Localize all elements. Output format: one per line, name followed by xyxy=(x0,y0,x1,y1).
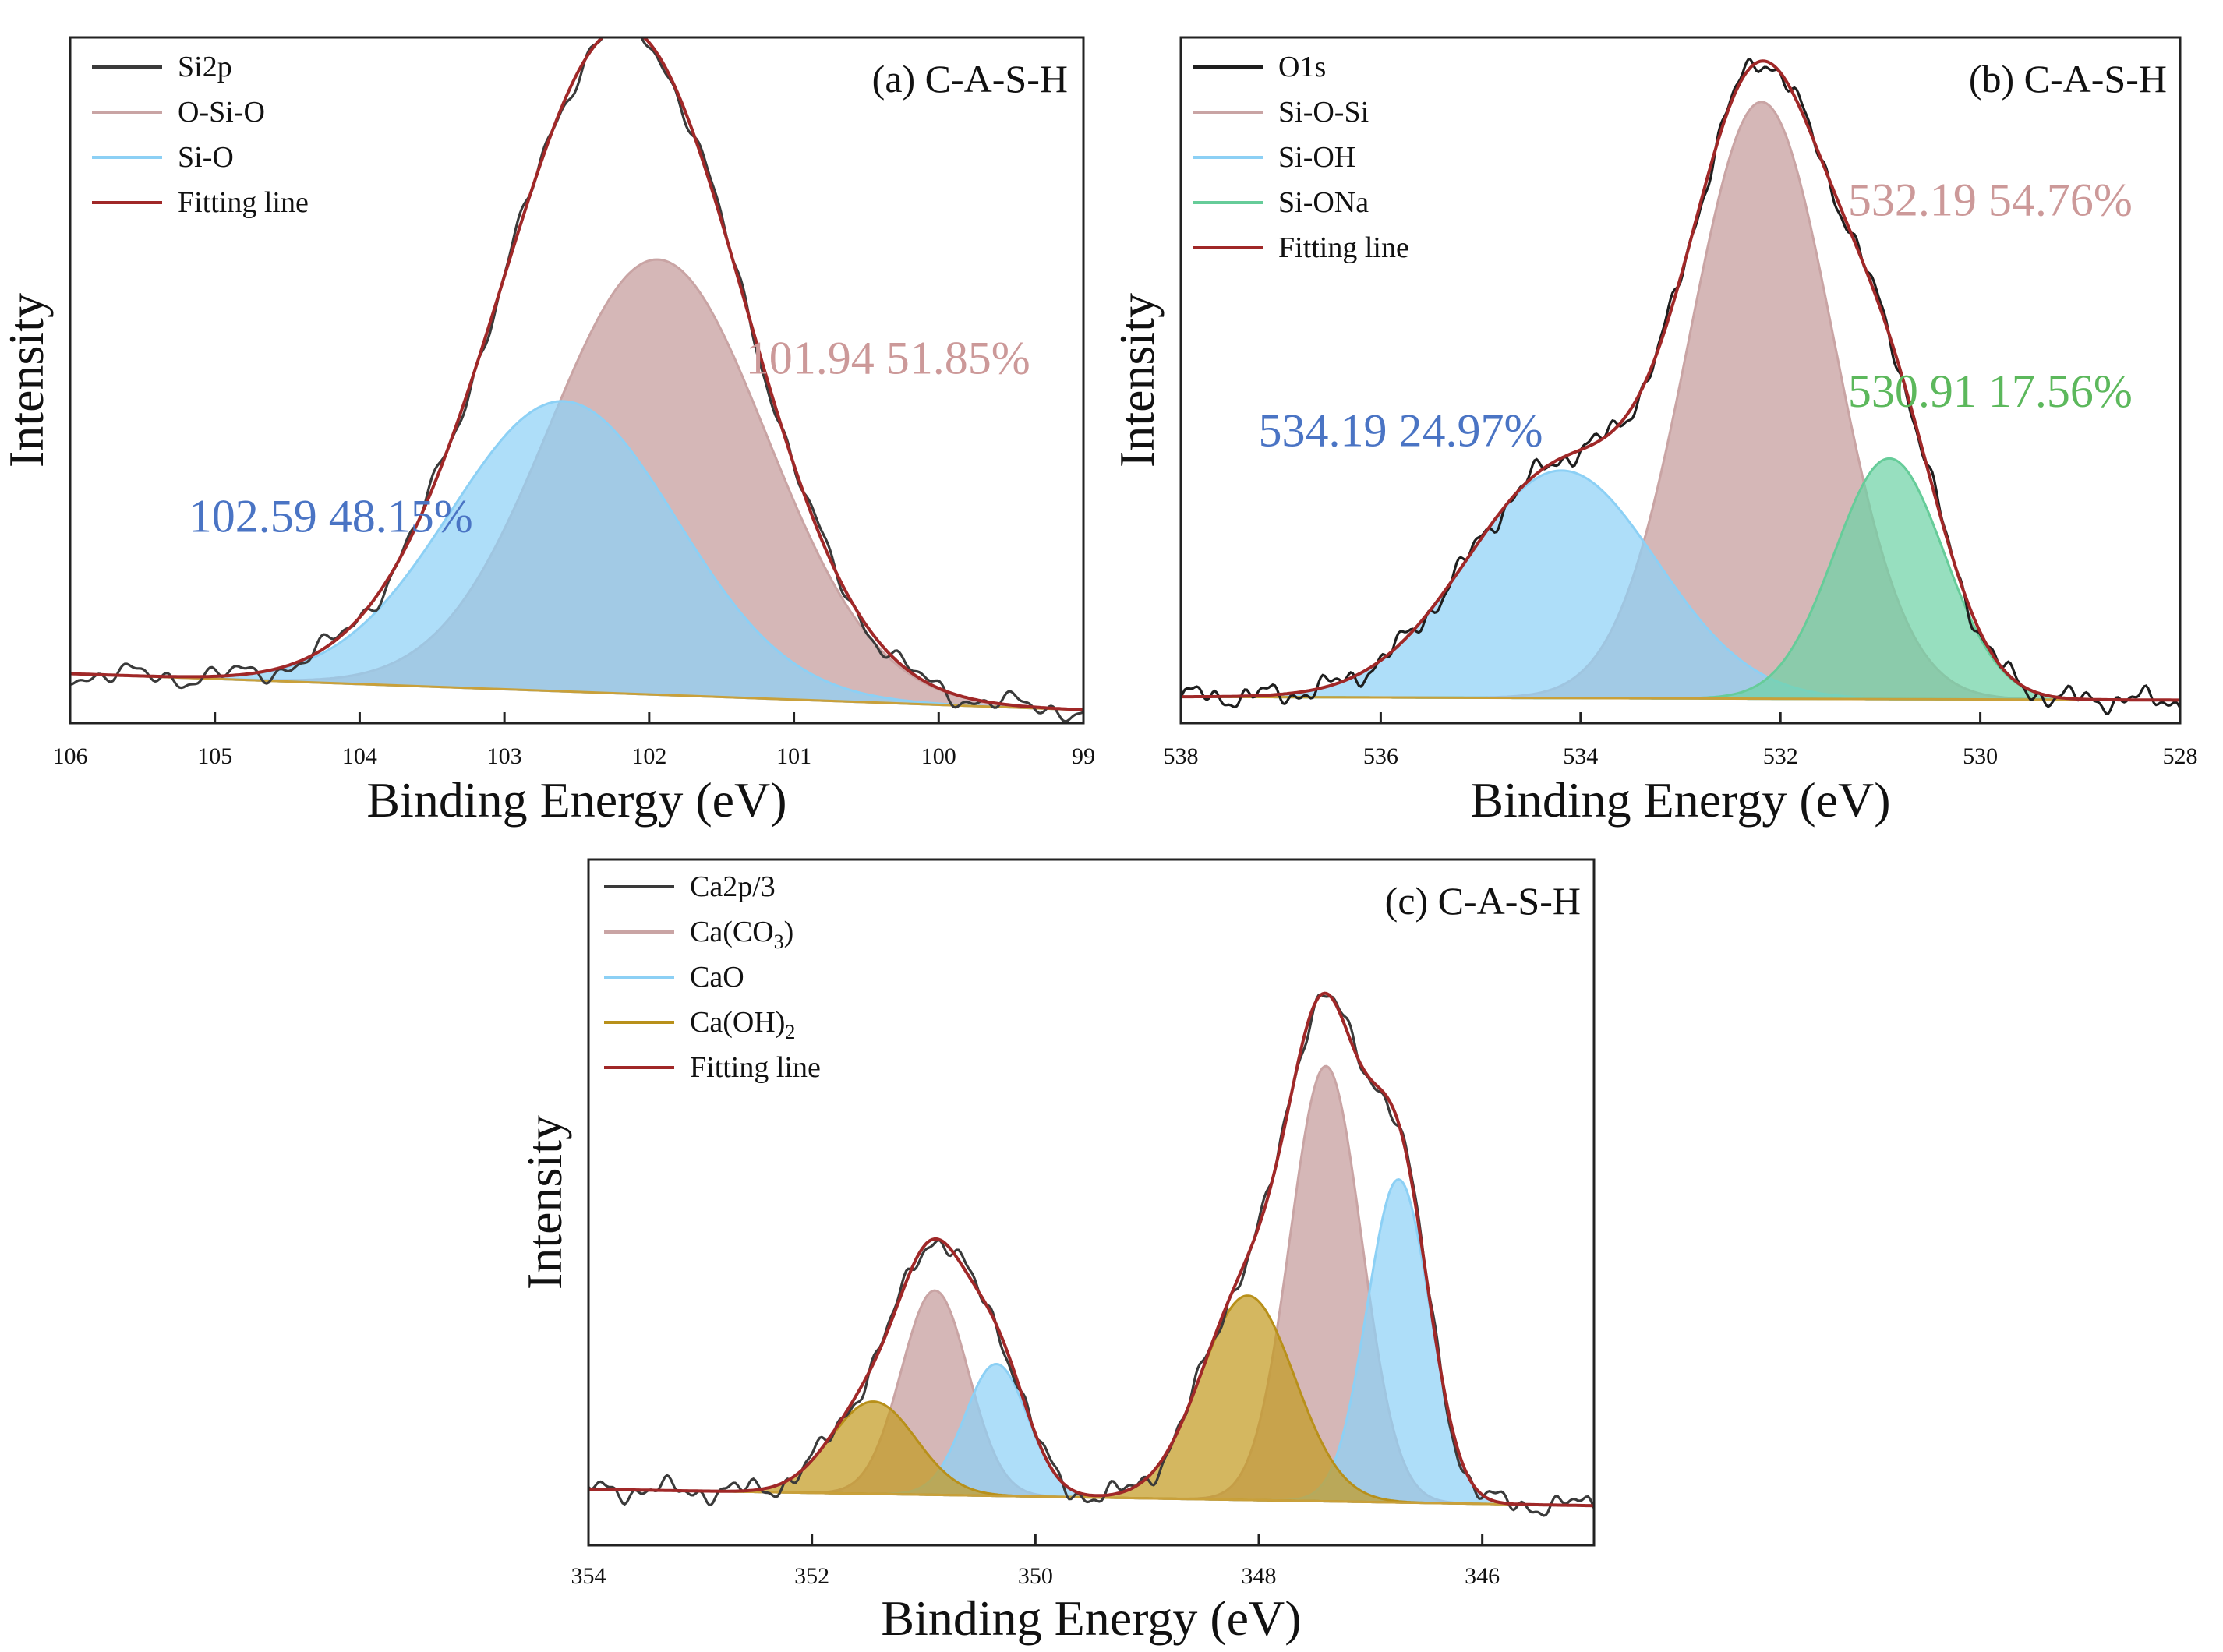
panel-title: (a) C-A-S-H xyxy=(872,57,1068,101)
fitting-line xyxy=(588,991,1594,1508)
x-axis-label: Binding Energy (eV) xyxy=(881,1590,1301,1646)
plot-area xyxy=(588,991,1594,1517)
fitting-line xyxy=(1181,59,2180,702)
plot-frame xyxy=(587,858,1596,1547)
legend: Ca2p/3 Ca(CO3) CaO Ca(OH)2 Fitting line xyxy=(604,870,821,1084)
y-axis-label: Intensity xyxy=(517,1115,572,1290)
x-tick-label: 536 xyxy=(1363,743,1398,769)
peak-annotation: 532.19 54.76% xyxy=(1848,174,2133,225)
legend-label-o-si-o: O-Si-O xyxy=(178,96,265,129)
x-tick-label: 538 xyxy=(1164,743,1199,769)
peak-annotation: 530.91 17.56% xyxy=(1848,365,2133,417)
fitting-line xyxy=(70,37,1083,711)
x-tick-label: 350 xyxy=(1018,1563,1053,1589)
x-tick-label: 103 xyxy=(487,743,522,769)
x-axis-label: Binding Energy (eV) xyxy=(366,772,786,828)
plot-frame xyxy=(69,36,1085,725)
x-tick-label: 534 xyxy=(1563,743,1598,769)
panel-c-xps-ca2p: 354 352 350 348 346 Binding Energy (eV) Intens… xyxy=(517,858,1596,1646)
raw-spectrum-si2p xyxy=(70,37,1083,723)
legend: O1s Si-O-Si Si-OH Si-ONa Fitting line xyxy=(1193,51,1409,264)
legend-label-o1s: O1s xyxy=(1278,51,1326,83)
background-baseline xyxy=(70,672,1083,711)
legend-label-fitting-line: Fitting line xyxy=(1278,231,1409,264)
legend-label-si-o-si: Si-O-Si xyxy=(1278,96,1369,129)
x-tick-label: 348 xyxy=(1242,1563,1277,1589)
x-tick-label: 352 xyxy=(794,1563,829,1589)
legend-label-ca-co3: Ca(CO3) xyxy=(690,916,793,953)
legend-label-si2p: Si2p xyxy=(178,51,232,83)
peak-annotation: 101.94 51.85% xyxy=(746,333,1030,384)
peak-annotation: 102.59 48.15% xyxy=(189,491,473,542)
panel-a-xps-si2p: 106 105 104 103 102 101 100 99 Binding Energy (e… xyxy=(0,36,1095,828)
x-tick-label: 346 xyxy=(1465,1563,1500,1589)
x-tick-label: 528 xyxy=(2163,743,2198,769)
x-tick-label: 106 xyxy=(53,743,88,769)
background-baseline xyxy=(1181,695,2180,701)
x-tick-label: 530 xyxy=(1963,743,1998,769)
legend-label-fitting-line: Fitting line xyxy=(178,186,309,219)
background-baseline xyxy=(588,1488,1594,1507)
x-tick-label: 100 xyxy=(921,743,956,769)
x-tick-label: 354 xyxy=(571,1563,606,1589)
x-tick-label: 104 xyxy=(342,743,377,769)
y-axis-label: Intensity xyxy=(0,293,54,468)
legend-label-cao: CaO xyxy=(690,961,744,994)
panel-title: (c) C-A-S-H xyxy=(1385,879,1581,923)
x-tick-label: 532 xyxy=(1763,743,1798,769)
legend-label-fitting-line: Fitting line xyxy=(690,1051,821,1084)
peak-annotation: 534.19 24.97% xyxy=(1259,405,1543,457)
panel-b-xps-o1s: 538 536 534 532 530 528 Binding Energy (eV) Int… xyxy=(1109,36,2198,828)
legend-label-ca-oh-2: Ca(OH)2 xyxy=(690,1006,795,1043)
legend: Si2p O-Si-O Si-O Fitting line xyxy=(92,51,309,219)
x-tick-label: 101 xyxy=(776,743,811,769)
legend-label-si-o: Si-O xyxy=(178,141,234,174)
y-axis-label: Intensity xyxy=(1109,293,1165,468)
plot-frame xyxy=(1179,36,2182,725)
plot-area xyxy=(70,37,1083,723)
legend-label-si-ona: Si-ONa xyxy=(1278,186,1369,219)
x-axis-label: Binding Energy (eV) xyxy=(1470,772,1890,828)
legend-label-si-oh: Si-OH xyxy=(1278,141,1355,174)
x-tick-label: 105 xyxy=(197,743,232,769)
legend-label-ca2p-3: Ca2p/3 xyxy=(690,870,776,903)
x-tick-label: 102 xyxy=(631,743,666,769)
panel-title: (b) C-A-S-H xyxy=(1969,57,2167,101)
x-tick-label: 99 xyxy=(1072,743,1095,769)
